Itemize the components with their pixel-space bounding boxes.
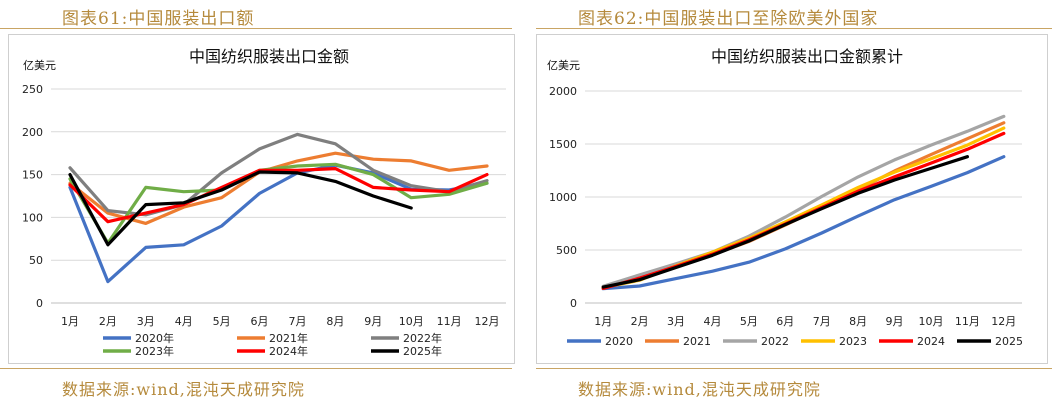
legend-label-2022: 2022: [761, 335, 789, 348]
x-tick-label: 6月: [776, 315, 794, 328]
y-tick-label: 200: [22, 126, 43, 139]
y-tick-label: 0: [570, 297, 577, 310]
x-tick-label: 11月: [437, 315, 462, 328]
x-tick-label: 10月: [918, 315, 943, 328]
x-tick-label: 12月: [991, 315, 1016, 328]
legend-label-2023年: 2023年: [135, 344, 174, 358]
y-tick-label: 50: [29, 254, 43, 267]
x-tick-label: 2月: [631, 315, 649, 328]
legend-label-2023: 2023: [839, 335, 867, 348]
x-tick-label: 10月: [399, 315, 424, 328]
chart-title: 中国纺织服装出口金额累计: [711, 47, 903, 66]
x-tick-label: 9月: [886, 315, 904, 328]
series-line-2020: [601, 155, 1006, 291]
legend-label-2021年: 2021年: [269, 331, 308, 345]
y-tick-label: 500: [556, 244, 577, 257]
legend-label-2025年: 2025年: [403, 344, 442, 358]
series-line-2023年: [68, 162, 489, 245]
series-line-2021年: [68, 151, 489, 225]
x-tick-label: 12月: [475, 315, 500, 328]
left-source-note: 数据来源:wind,混沌天成研究院: [62, 380, 305, 399]
y-tick-label: 250: [22, 83, 43, 96]
series-line-2020年: [68, 163, 489, 284]
x-tick-label: 3月: [667, 315, 685, 328]
y-axis-unit-label: 亿美元: [547, 59, 580, 72]
y-tick-label: 0: [36, 297, 43, 310]
legend-label-2020: 2020: [605, 335, 633, 348]
legend-label-2022年: 2022年: [403, 331, 442, 345]
series-line-2025年: [68, 170, 413, 247]
right-top-rule: [536, 28, 1052, 29]
series-line-2025: [601, 155, 969, 289]
y-tick-label: 1500: [549, 138, 577, 151]
x-tick-label: 8月: [326, 315, 344, 328]
x-tick-label: 7月: [813, 315, 831, 328]
series-line-2024: [601, 131, 1006, 290]
x-tick-label: 3月: [137, 315, 155, 328]
legend-label-2024年: 2024年: [269, 344, 308, 358]
legend-label-2021: 2021: [683, 335, 711, 348]
x-tick-label: 1月: [61, 315, 79, 328]
x-tick-label: 5月: [213, 315, 231, 328]
chart-title: 中国纺织服装出口金额: [189, 47, 349, 66]
series-line-2022: [601, 114, 1006, 288]
right-source-note: 数据来源:wind,混沌天成研究院: [578, 380, 821, 399]
y-axis-unit-label: 亿美元: [23, 59, 56, 72]
x-tick-label: 8月: [849, 315, 867, 328]
x-tick-label: 2月: [99, 315, 117, 328]
left-chart-frame: 中国纺织服装出口金额亿美元 0 50 100 150 200 250 1月 2月 3月 4月 5月 6月…: [8, 34, 515, 364]
y-tick-label: 100: [22, 211, 43, 224]
x-tick-label: 6月: [251, 315, 269, 328]
left-figure-title: 图表61:中国服装出口额: [62, 9, 255, 29]
legend-label-2025: 2025: [995, 335, 1023, 348]
left-top-rule: [0, 28, 512, 29]
left-bottom-rule: [0, 368, 512, 369]
x-tick-label: 11月: [955, 315, 980, 328]
x-tick-label: 4月: [175, 315, 193, 328]
legend-label-2020年: 2020年: [135, 331, 174, 345]
x-tick-label: 7月: [288, 315, 306, 328]
right-bottom-rule: [536, 368, 1052, 369]
x-tick-label: 5月: [740, 315, 758, 328]
y-tick-label: 150: [22, 169, 43, 182]
x-tick-label: 9月: [364, 315, 382, 328]
y-tick-label: 1000: [549, 191, 577, 204]
legend-label-2024: 2024: [917, 335, 945, 348]
right-chart-frame: 中国纺织服装出口金额累计亿美元 0 500 1000 1500 2000 1月 2月 3月 4月 5…: [536, 34, 1048, 364]
x-tick-label: 1月: [594, 315, 612, 328]
y-tick-label: 2000: [549, 85, 577, 98]
x-tick-label: 4月: [703, 315, 721, 328]
right-figure-title: 图表62:中国服装出口至除欧美外国家: [578, 9, 879, 29]
series-line-2024年: [68, 167, 489, 224]
